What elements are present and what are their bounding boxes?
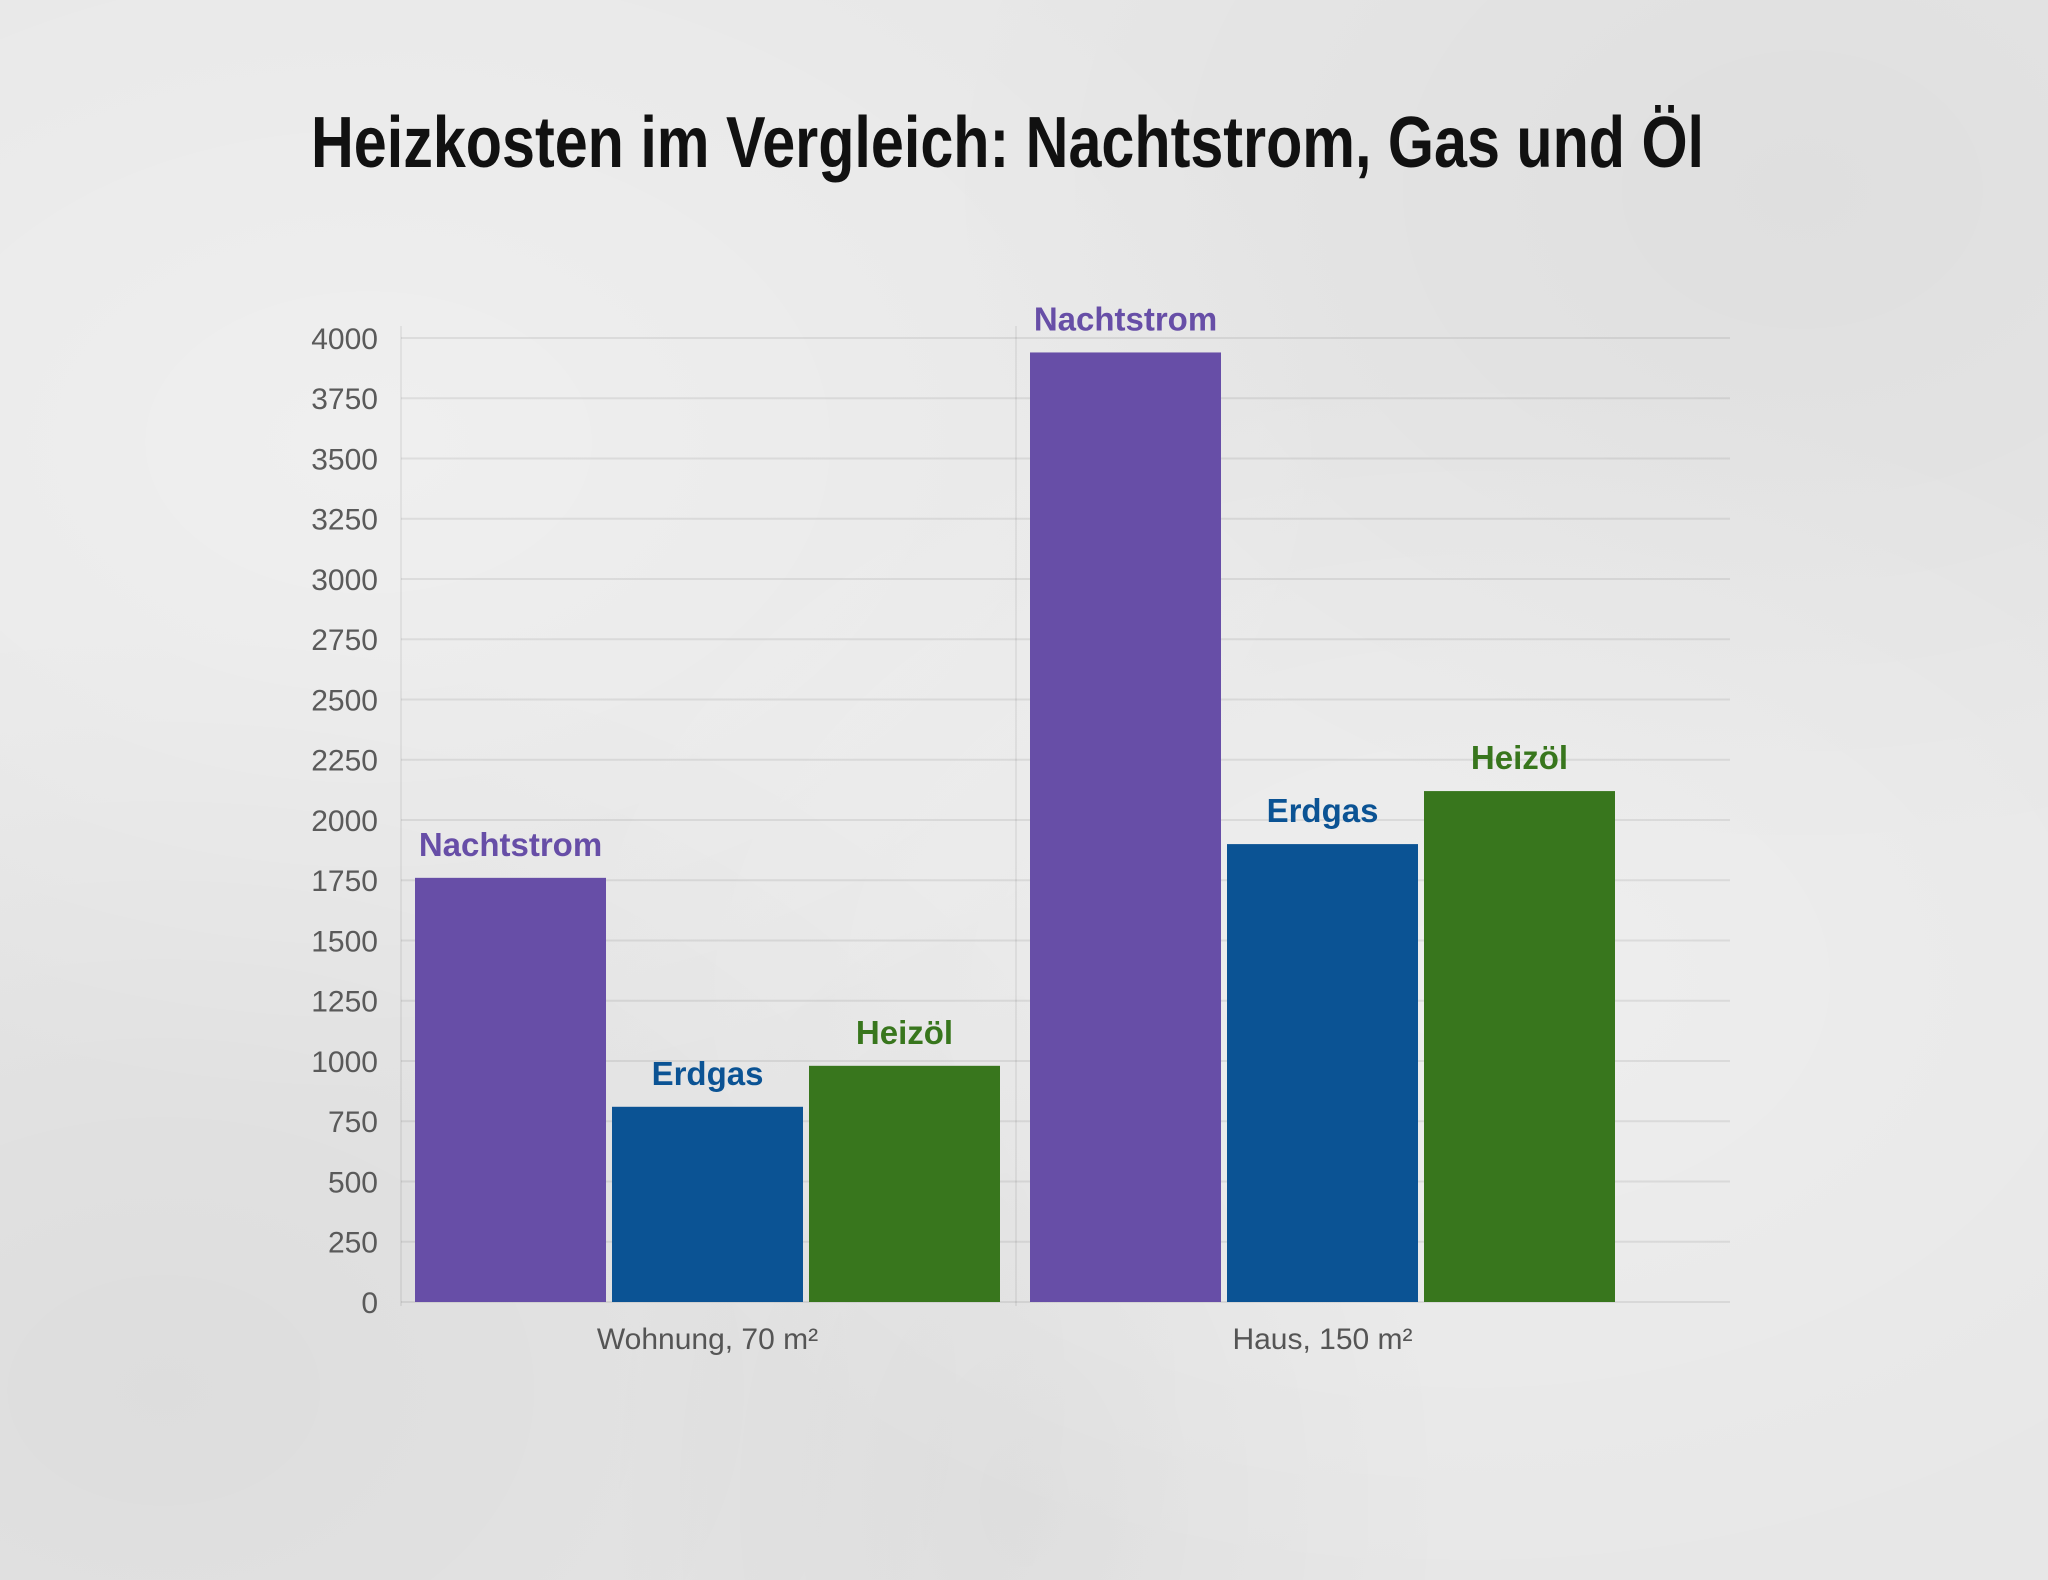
x-category-label: Haus, 150 m² <box>1232 1323 1412 1356</box>
x-category-label: Wohnung, 70 m² <box>597 1323 818 1356</box>
bar-label-erdgas-haus-150-m2: Erdgas <box>1267 792 1379 829</box>
bar-label-heizol-wohnung-70-m2: Heizöl <box>856 1014 953 1051</box>
bar-heizol-haus-150-m2 <box>1424 791 1615 1302</box>
y-tick-label: 3750 <box>311 383 378 416</box>
bar-nachtstrom-wohnung-70-m2 <box>415 877 606 1302</box>
bars <box>415 352 1615 1303</box>
y-tick-label: 1250 <box>311 986 378 1019</box>
x-axis-categories: Wohnung, 70 m² Haus, 150 m² <box>597 1323 1413 1356</box>
y-tick-label: 750 <box>328 1106 378 1139</box>
bar-label-heizol-haus-150-m2: Heizöl <box>1471 739 1568 776</box>
y-tick-label: 2750 <box>311 624 378 657</box>
y-tick-label: 2250 <box>311 745 378 778</box>
y-tick-label: 1750 <box>311 865 378 898</box>
y-tick-label: 1000 <box>311 1046 378 1079</box>
y-tick-label: 2000 <box>311 805 378 838</box>
y-tick-label: 2500 <box>311 684 378 717</box>
y-tick-label: 3500 <box>311 443 378 476</box>
y-tick-label: 4000 <box>311 323 378 356</box>
y-tick-label: 0 <box>361 1287 378 1320</box>
y-tick-label: 500 <box>328 1166 378 1199</box>
y-tick-label: 1500 <box>311 925 378 958</box>
bar-label-nachtstrom-wohnung-70-m2: Nachtstrom <box>419 826 602 863</box>
bar-heizol-wohnung-70-m2 <box>809 1065 1000 1302</box>
bar-erdgas-wohnung-70-m2 <box>612 1106 803 1302</box>
y-tick-label: 3000 <box>311 564 378 597</box>
y-tick-label: 250 <box>328 1227 378 1260</box>
y-tick-label: 3250 <box>311 504 378 537</box>
bar-label-erdgas-wohnung-70-m2: Erdgas <box>652 1055 764 1092</box>
bar-nachtstrom-haus-150-m2 <box>1030 352 1221 1303</box>
chart-title: Heizkosten im Vergleich: Nachtstrom, Gas… <box>311 103 1704 183</box>
bar-erdgas-haus-150-m2 <box>1227 844 1418 1302</box>
bar-label-nachtstrom-haus-150-m2: Nachtstrom <box>1034 300 1217 337</box>
bar-labels: Nachtstrom Erdgas Heizöl Nachtstrom Erdgas He… <box>419 300 1568 1091</box>
y-axis-ticks: 0 250 500 750 1000 1250 1500 1750 2000 2250 2500 27… <box>311 323 378 1320</box>
